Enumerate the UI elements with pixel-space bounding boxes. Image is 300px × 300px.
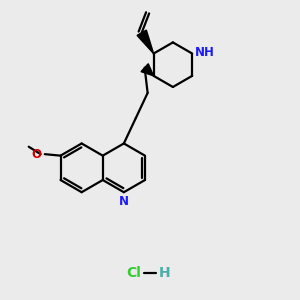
Polygon shape <box>137 30 154 54</box>
Text: O: O <box>31 148 41 161</box>
Text: NH: NH <box>195 46 214 59</box>
Text: Cl: Cl <box>126 266 141 280</box>
Text: H: H <box>159 266 170 280</box>
Text: N: N <box>119 195 129 208</box>
Polygon shape <box>141 64 154 76</box>
